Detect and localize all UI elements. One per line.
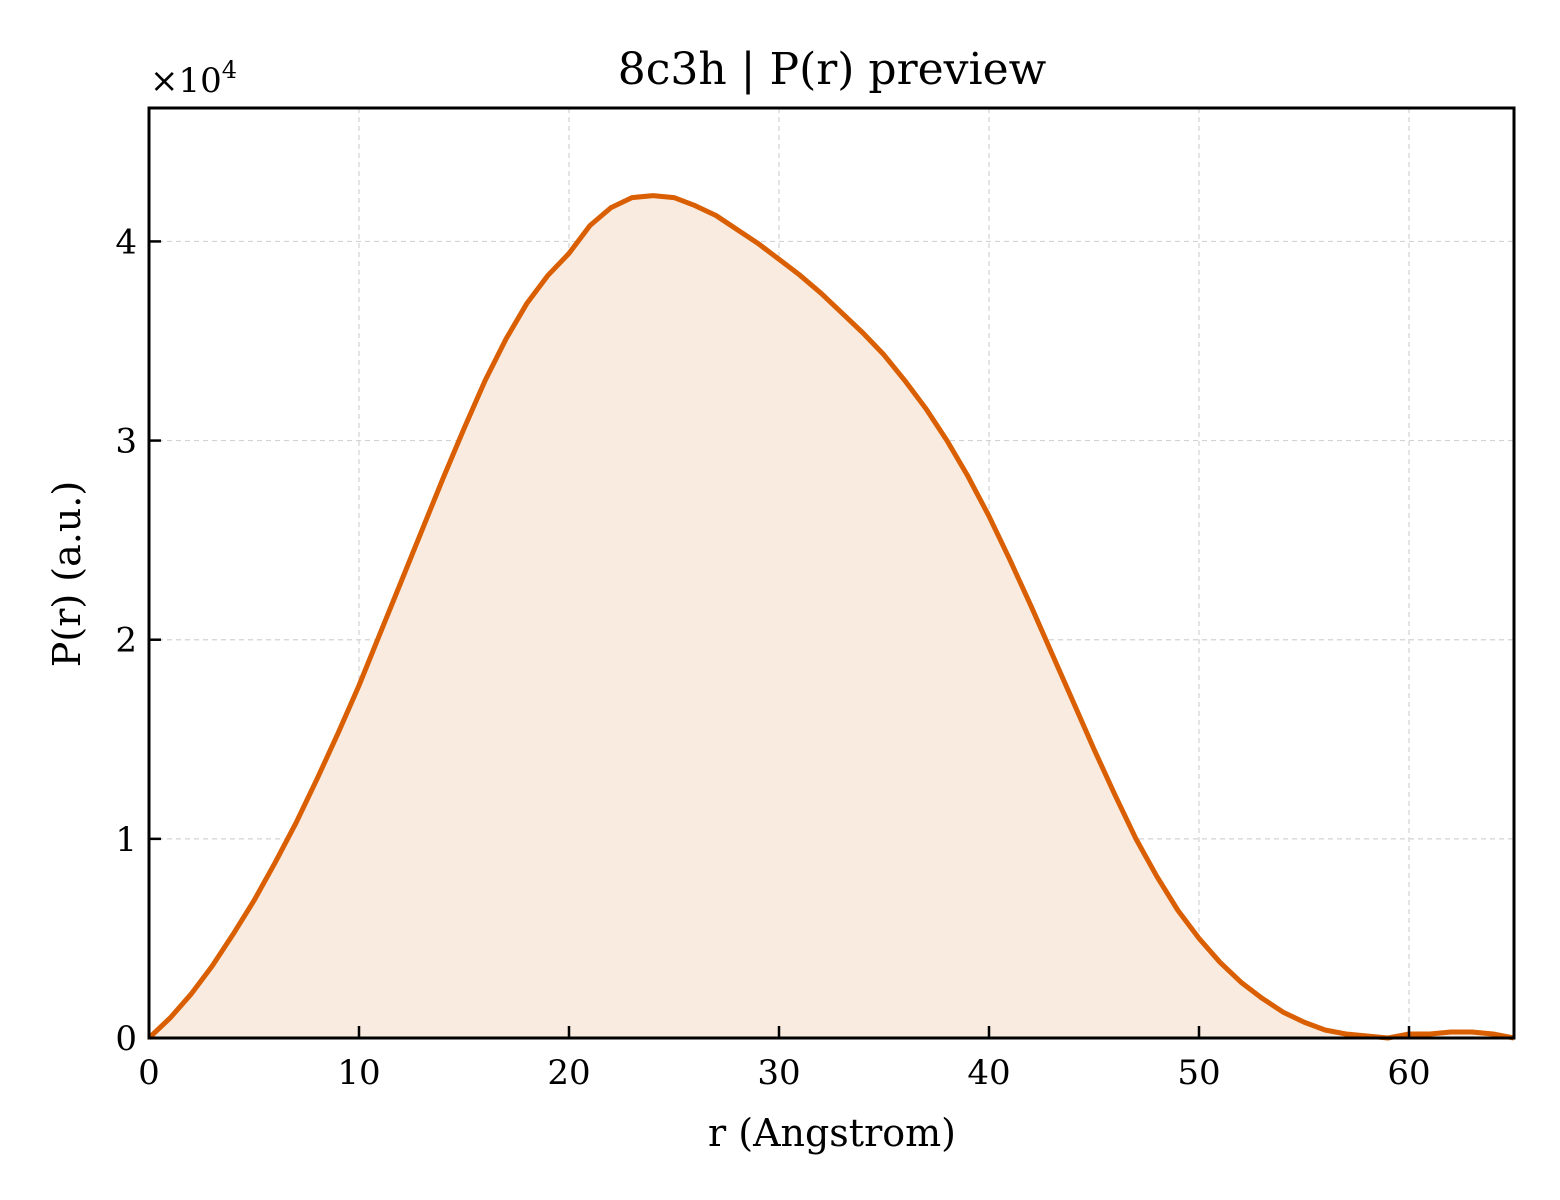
y-tick-label: 4 <box>115 222 137 262</box>
y-multiplier-base: ×10 <box>150 61 222 101</box>
x-tick-label: 40 <box>967 1053 1010 1093</box>
plot-frame <box>147 106 1516 1040</box>
x-tick-label: 0 <box>138 1053 160 1093</box>
y-axis-label: P(r) (a.u.) <box>45 481 89 667</box>
x-tick-label: 10 <box>337 1053 380 1093</box>
x-tick-label: 20 <box>547 1053 590 1093</box>
chart-title: 8c3h | P(r) preview <box>618 44 1047 95</box>
y-tick-label: 2 <box>115 621 137 661</box>
y-multiplier-exponent: 4 <box>222 56 237 84</box>
y-tick-label: 0 <box>115 1019 137 1059</box>
x-tick-labels: 0 10 20 30 40 50 60 <box>138 1053 1430 1093</box>
y-tick-label: 1 <box>115 820 137 860</box>
x-tick-label: 50 <box>1177 1053 1220 1093</box>
y-tick-label: 3 <box>115 422 137 462</box>
y-tick-labels: 0 1 2 3 4 <box>115 222 137 1059</box>
axis-ticks <box>147 240 1411 1040</box>
pr-area-fill <box>149 195 1514 1039</box>
x-tick-label: 30 <box>757 1053 800 1093</box>
x-tick-label: 60 <box>1387 1053 1430 1093</box>
y-axis-multiplier: ×104 <box>150 56 237 101</box>
x-axis-label: r (Angstrom) <box>708 1111 956 1155</box>
pr-series-line <box>147 193 1515 1041</box>
